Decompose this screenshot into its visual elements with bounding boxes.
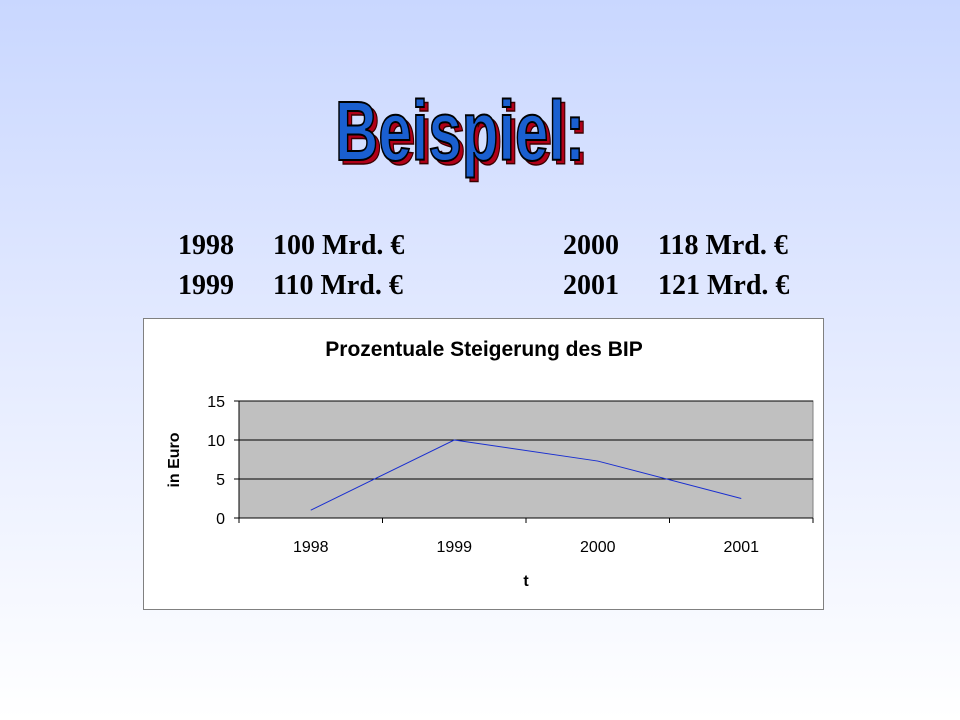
gdp-row: 1998 100 Mrd. € 2000 118 Mrd. € (178, 226, 828, 266)
chart-canvas: Prozentuale Steigerung des BIP 0 5 10 15 199… (166, 338, 814, 590)
gdp-value-cell: 110 Mrd. € (273, 270, 403, 301)
y-tick-label: 5 (216, 472, 225, 489)
grid-lines (239, 400, 813, 480)
gdp-row: 1999 110 Mrd. € 2001 121 Mrd. € (178, 266, 828, 306)
gdp-value-cell: 121 Mrd. € (658, 270, 790, 301)
gdp-table: 1998 100 Mrd. € 2000 118 Mrd. € 1999 110… (178, 226, 828, 306)
x-tick-label: 2001 (723, 539, 759, 556)
slide-title-text: Beispiel: (335, 84, 585, 178)
x-tick-label: 2000 (580, 539, 616, 556)
gdp-year-cell: 2000 (563, 230, 619, 261)
y-axis-label: in Euro (166, 432, 183, 487)
gdp-year-cell: 2001 (563, 270, 619, 301)
slide-title: Beispiel: Beispiel: (334, 83, 590, 183)
x-axis-label: t (523, 573, 529, 590)
gdp-year-cell: 1998 (178, 230, 234, 261)
gdp-value-cell: 100 Mrd. € (273, 230, 405, 261)
plot-area (238, 400, 814, 519)
series-layer (310, 439, 742, 511)
y-tick-label: 15 (207, 394, 225, 411)
x-tick-label: 1998 (293, 539, 329, 556)
chart-title: Prozentuale Steigerung des BIP (325, 338, 642, 361)
gdp-value-cell: 118 Mrd. € (658, 230, 788, 261)
gdp-year-cell: 1999 (178, 270, 234, 301)
tick-labels: 0 5 10 15 1998 1999 2000 2001 (207, 394, 759, 556)
y-tick-label: 0 (216, 511, 225, 528)
gdp-chart: Prozentuale Steigerung des BIP 0 5 10 15 199… (143, 318, 824, 610)
axes (234, 400, 814, 523)
slide-title-shadow: Beispiel: (339, 88, 589, 182)
y-tick-label: 10 (207, 433, 225, 450)
series-line (310, 439, 742, 511)
x-tick-label: 1999 (436, 539, 472, 556)
